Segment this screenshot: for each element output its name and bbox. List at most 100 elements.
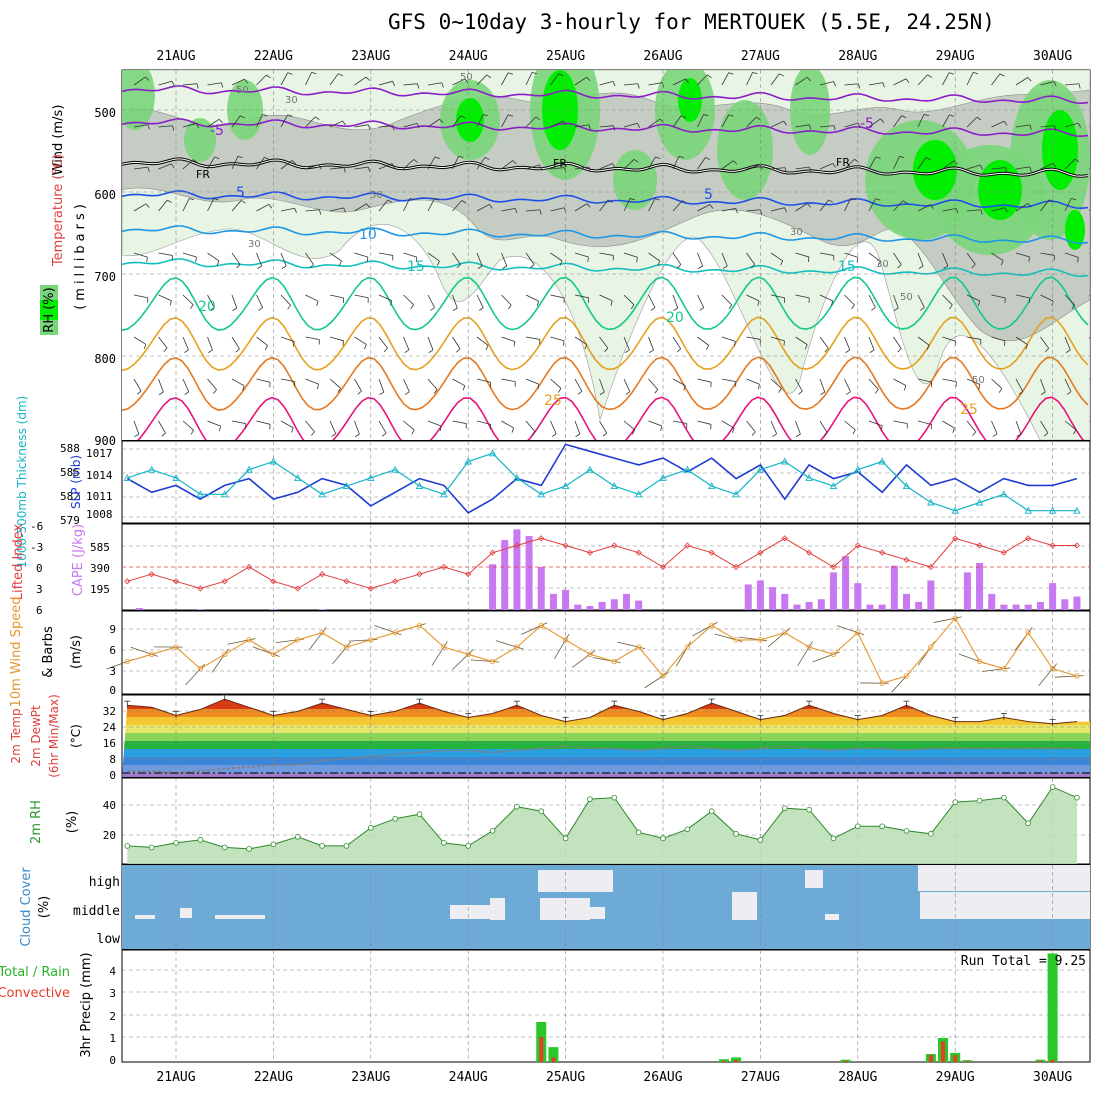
upper-barb-flag [682,200,687,204]
upper-barb-flag [508,114,514,117]
upper-barb [133,294,148,299]
upper-barb [844,83,859,86]
upper-barb-flag [485,345,489,351]
temp-color-band [122,717,1090,725]
upper-barb-flag [980,164,983,170]
upper-barb-flag [562,120,567,126]
upper-barb-flag [807,203,811,208]
upper-barb-flag [599,391,605,395]
rh2m-point [660,835,666,842]
upper-barb-flag [783,340,785,346]
li-ytick-0: 0 [36,562,43,575]
isotherm-label: 20 [198,299,216,315]
rh-contour-label: 30 [285,95,298,106]
upper-barb-flag [1066,391,1072,395]
rh2m-point [124,843,131,849]
upper-barb [1040,336,1050,349]
li-ytick--6: -6 [30,520,43,533]
upper-barb [1064,294,1076,306]
upper-barb [648,336,654,351]
rh-ytick-20: 20 [103,829,116,842]
precip-convective-bar [843,1060,848,1062]
upper-barb [1089,167,1090,170]
upper-barb [721,420,735,429]
wind-barb [495,640,524,650]
thick-ytick-585: 585 [60,466,80,479]
upper-barb-flag [404,391,410,395]
upper-barb [305,420,315,432]
upper-barb [917,204,931,212]
slp-panel [121,440,1091,524]
upper-barb-flag [409,198,415,201]
upper-barb-flag [584,344,588,350]
slp-ytick-1017: 1017 [86,447,113,460]
upper-barb [721,294,733,306]
cape-bar [269,609,277,610]
upper-barb-flag [309,264,314,269]
upper-barb-flag [434,156,440,160]
upper-barb-flag [613,125,616,131]
rh-contour-label: 30 [248,239,261,250]
rh-70-blob [717,100,773,200]
upper-barb-flag [976,116,982,121]
upper-barb-flag [558,388,562,393]
cloud-ylabel: Cloud Cover [19,867,34,947]
upper-barb-flag [461,200,467,204]
upper-barb [672,378,686,386]
upper-barb [427,198,435,212]
upper-barb [868,156,877,170]
temp-minmax-bars [124,694,1056,726]
upper-barb [158,378,164,393]
upper-barb-flag [588,124,591,130]
upper-barb [917,252,924,267]
upper-barb [256,74,267,86]
upper-barb [942,160,955,170]
upper-barb [770,336,785,342]
upper-barb [1040,294,1054,302]
upper-barb [354,420,360,435]
upper-barb-flag [220,82,224,88]
upper-barb [795,124,810,128]
li-point [562,542,569,549]
upper-barb-flag [430,307,435,311]
upper-barb-flag [434,198,440,201]
upper-barb [795,420,801,435]
cloud-cover-block [450,905,490,919]
cape-bar [1024,604,1032,610]
thickness-point [537,490,546,498]
upper-barb-flag [731,427,735,433]
upper-barb-flag [972,431,977,436]
upper-barb [697,336,709,346]
upper-barb [770,252,783,262]
upper-barb [966,72,974,86]
upper-barb-flag [732,160,738,165]
upper-barb-flag [637,123,640,128]
li-point [440,563,447,571]
upper-barb-flag [1004,207,1008,213]
upper-barb [403,294,414,306]
upper-barb [746,294,760,302]
cape-bar [890,565,898,610]
upper-barb [207,252,220,262]
rh2m-point [148,844,155,851]
upper-barb-flag [1073,429,1077,435]
cape-bar [318,609,326,610]
upper-barb-flag [392,81,395,87]
wind-barb [812,651,840,663]
upper-barb [819,199,829,212]
upper-barb [893,156,900,170]
upper-barb [231,115,241,128]
cape-bar [829,572,837,610]
upper-barb-flag [240,200,246,204]
upper-barb [256,378,271,383]
upper-barb-flag [943,265,949,269]
upper-barb [1040,162,1054,170]
upper-barb [305,72,312,86]
temp-color-band [122,773,1090,777]
upper-barb [550,252,563,262]
li-ytick-3: 3 [36,583,43,596]
upper-barb [1064,198,1072,212]
upper-barb [893,336,902,349]
wind-ytick-9: 9 [109,623,116,636]
precip-ytick-0: 0 [109,1054,116,1067]
